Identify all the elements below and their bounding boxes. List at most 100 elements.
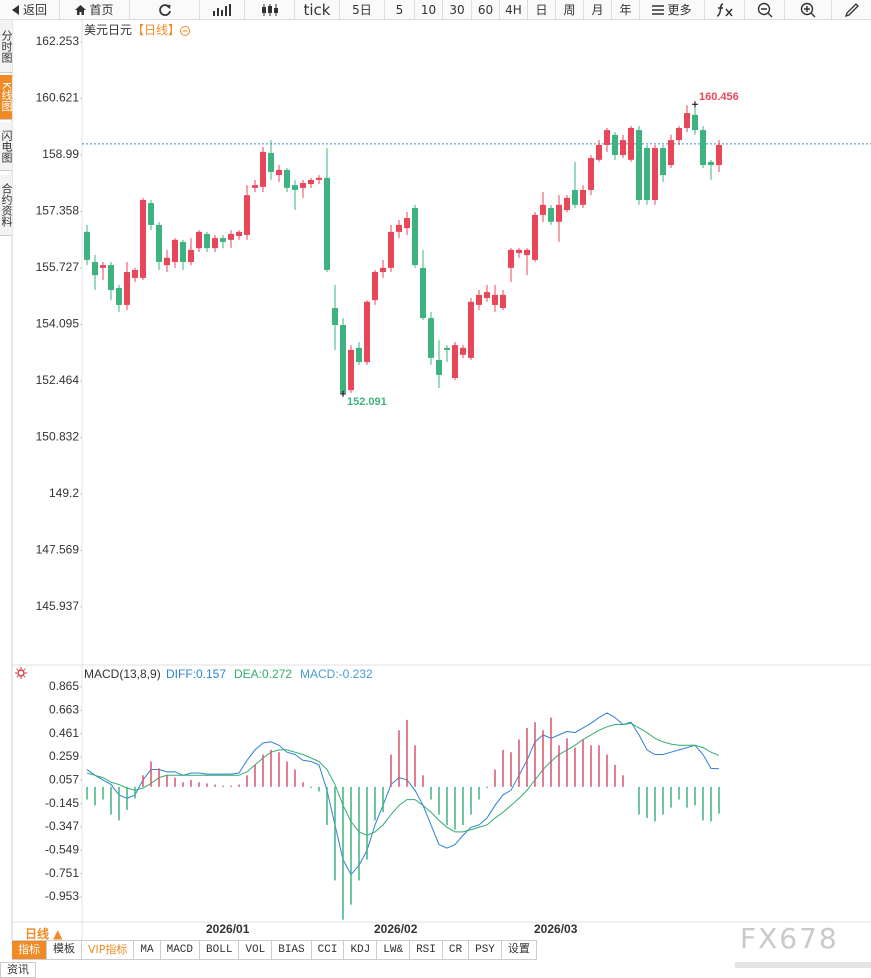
- indicator-title: MACD(13,8,9): [84, 667, 161, 681]
- formula-button[interactable]: [705, 0, 745, 19]
- indicator-tab[interactable]: VOL: [239, 941, 273, 959]
- zoom-out-button[interactable]: [745, 0, 785, 19]
- indicator-tab[interactable]: MACD: [161, 941, 201, 959]
- candle-body: [532, 214, 538, 260]
- candle-body: [124, 272, 130, 305]
- more-button[interactable]: 更多: [640, 0, 705, 19]
- candle-body: [492, 294, 498, 305]
- indicator-tab[interactable]: BIAS: [272, 941, 312, 959]
- candle-body: [340, 325, 346, 393]
- candle-body: [180, 241, 186, 262]
- candle-button[interactable]: [245, 0, 295, 19]
- candle-body: [588, 158, 594, 190]
- period-button[interactable]: 周: [556, 0, 584, 19]
- indicator-tab[interactable]: BOLL: [200, 941, 240, 959]
- period-button[interactable]: 日: [528, 0, 556, 19]
- candle-body: [516, 249, 522, 253]
- candle-body: [556, 204, 562, 222]
- indicator-tab[interactable]: VIP指标: [82, 941, 135, 959]
- y-tick-label: 0.057: [49, 772, 79, 786]
- candle-body: [260, 151, 266, 187]
- min-label: 152.091: [347, 396, 387, 408]
- candle-body: [92, 261, 98, 276]
- candle-body: [84, 231, 90, 260]
- candle-body: [404, 218, 410, 229]
- candle-body: [604, 130, 610, 145]
- indicator-tab[interactable]: MA: [134, 941, 161, 959]
- side-tab[interactable]: K线图: [0, 75, 12, 120]
- indicator-tab[interactable]: CR: [443, 941, 470, 959]
- home-button[interactable]: 首页: [60, 0, 130, 19]
- max-marker: [692, 101, 698, 108]
- candle-body: [172, 239, 178, 262]
- indicator-tab[interactable]: CCI: [312, 941, 345, 959]
- scrollbar: [735, 962, 871, 968]
- side-tab[interactable]: 分时图: [0, 20, 12, 73]
- period-button[interactable]: 30: [443, 0, 472, 19]
- y-tick-label: 149.2: [49, 486, 79, 500]
- y-tick-label: 145.937: [36, 599, 80, 613]
- candle-body: [204, 233, 210, 249]
- side-tab[interactable]: 闪电图: [0, 122, 12, 171]
- button-label: 月: [591, 3, 604, 17]
- period-button[interactable]: 月: [584, 0, 612, 19]
- zoom-in-button[interactable]: [785, 0, 832, 19]
- candle-body: [540, 204, 546, 215]
- button-label: 10: [420, 2, 437, 17]
- indicator-tab[interactable]: KDJ: [344, 941, 378, 959]
- candle-body: [564, 197, 570, 211]
- candle-body: [548, 207, 554, 222]
- y-tick-label: 158.99: [42, 147, 79, 161]
- side-tab[interactable]: 合约资料: [0, 175, 12, 236]
- indicator-tab[interactable]: LW&: [377, 941, 411, 959]
- y-tick-label: 0.865: [49, 679, 79, 693]
- period-button[interactable]: 10: [415, 0, 443, 19]
- candle-body: [372, 272, 378, 301]
- candle-body: [300, 183, 306, 188]
- candle-body: [284, 169, 290, 188]
- candle-body: [292, 185, 298, 190]
- candle-body: [668, 140, 674, 166]
- indicator-tab[interactable]: RSI: [410, 941, 443, 959]
- candle-body: [500, 294, 506, 309]
- candle-body: [460, 347, 466, 355]
- indicator-tab[interactable]: 设置: [502, 941, 537, 959]
- legend-label: MACD:-0.232: [300, 667, 373, 681]
- bar-chart-button[interactable]: [200, 0, 245, 19]
- indicator-tab[interactable]: PSY: [469, 941, 502, 959]
- period-button[interactable]: 4H: [500, 0, 528, 19]
- period-button[interactable]: 年: [612, 0, 640, 19]
- candle-body: [108, 265, 114, 291]
- candle-body: [220, 238, 226, 242]
- period-button[interactable]: 5: [385, 0, 415, 19]
- period-button[interactable]: 60: [472, 0, 500, 19]
- settings-icon[interactable]: [15, 667, 27, 679]
- draw-button[interactable]: [832, 0, 871, 19]
- candle-body: [380, 267, 386, 273]
- button-label: 5: [395, 2, 404, 17]
- period-selector[interactable]: 日线 ▲: [25, 927, 63, 941]
- back-button[interactable]: 返回: [0, 0, 60, 19]
- button-label: 更多: [667, 3, 692, 17]
- candle-body: [620, 140, 626, 155]
- indicator-tab[interactable]: 模板: [47, 941, 82, 959]
- toolbar: 返回 首页 tick 5日 5 10 30 60 4H 日 周 月 年 更多: [0, 0, 871, 20]
- candle-body: [212, 238, 218, 249]
- period-button[interactable]: 5日: [340, 0, 385, 19]
- zoom-icon[interactable]: [180, 26, 190, 36]
- indicator-tab[interactable]: 指标: [12, 941, 47, 959]
- y-tick-label: 0.461: [49, 726, 79, 740]
- legend-label: DIFF:0.157: [166, 667, 226, 681]
- button-label: 5日: [352, 3, 372, 17]
- min-marker: [340, 390, 346, 397]
- candle-body: [644, 148, 650, 201]
- y-tick-label: -0.145: [45, 796, 79, 810]
- watermark: FX678: [740, 922, 839, 955]
- button-label: tick: [303, 0, 331, 19]
- candle-body: [700, 130, 706, 166]
- tick-button[interactable]: tick: [295, 0, 340, 19]
- candle-body: [148, 203, 154, 225]
- refresh-button[interactable]: [130, 0, 200, 19]
- candle-body: [236, 231, 242, 237]
- candle-body: [596, 144, 602, 160]
